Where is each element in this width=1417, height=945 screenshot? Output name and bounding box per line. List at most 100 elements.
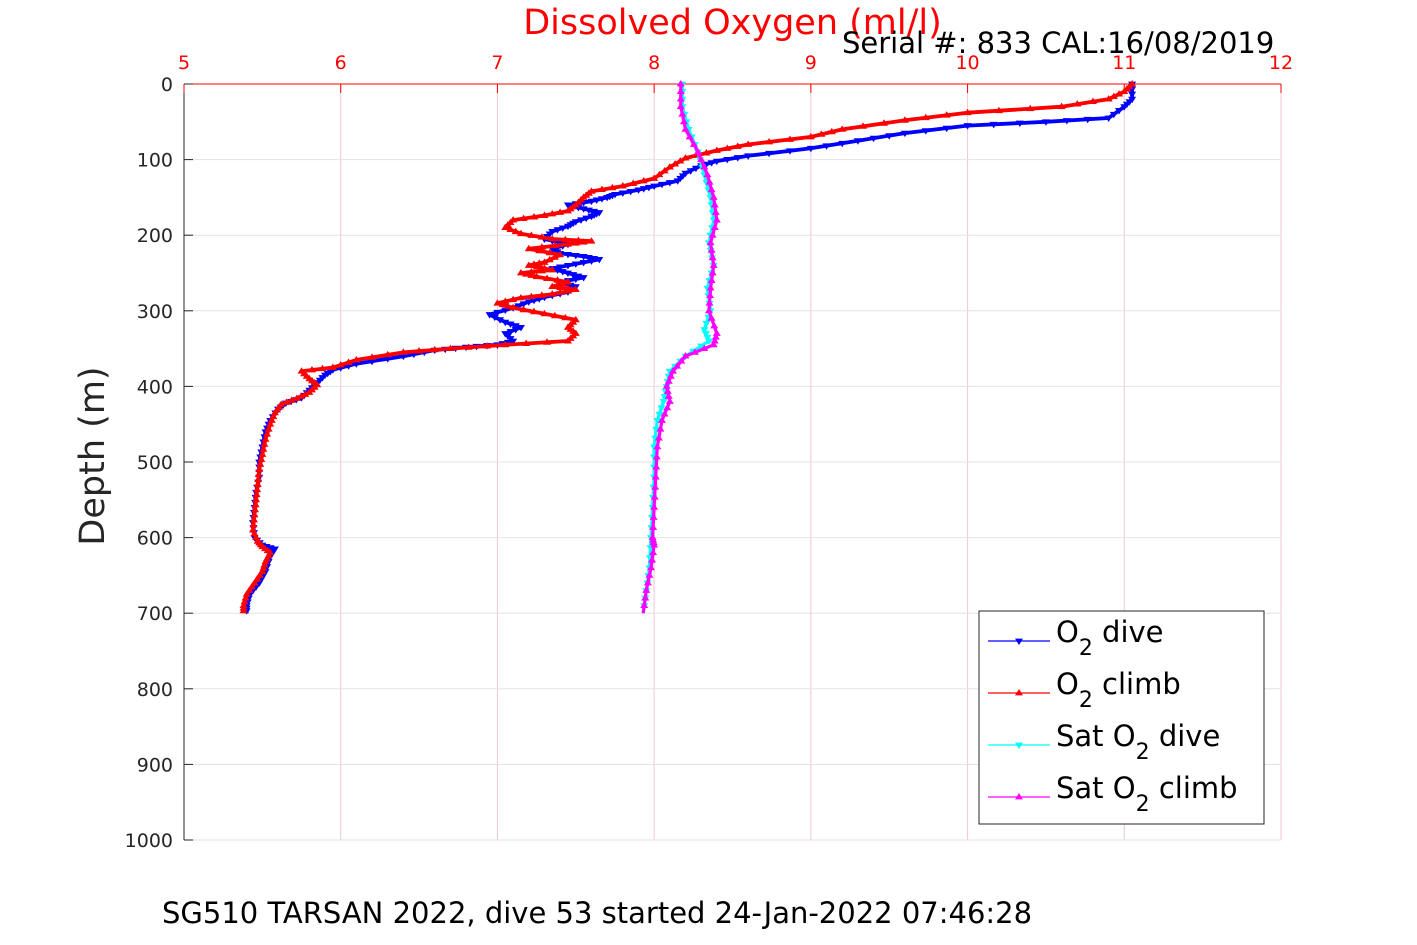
data-point-marker xyxy=(648,556,657,563)
data-point-marker xyxy=(921,128,930,135)
data-point-marker xyxy=(853,138,862,145)
data-point-marker xyxy=(629,179,638,186)
data-point-marker xyxy=(1120,87,1129,94)
data-point-marker xyxy=(253,480,262,488)
data-point-marker xyxy=(765,150,774,158)
y-tick-label: 100 xyxy=(137,150,173,172)
data-point-marker xyxy=(255,465,264,472)
data-point-marker xyxy=(676,102,685,110)
data-point-marker xyxy=(553,227,562,234)
data-point-marker xyxy=(501,319,510,327)
data-point-marker xyxy=(689,140,698,147)
dive-caption: SG510 TARSAN 2022, dive 53 started 24-Ja… xyxy=(162,896,1033,930)
data-point-marker xyxy=(723,156,732,164)
data-point-marker xyxy=(686,168,695,175)
data-point-marker xyxy=(516,325,525,332)
data-point-marker xyxy=(482,342,491,349)
data-point-marker xyxy=(703,334,712,342)
data-point-marker xyxy=(548,234,557,242)
data-point-marker xyxy=(556,288,565,296)
data-point-marker xyxy=(963,123,972,130)
legend-item: O2 climb xyxy=(988,667,1181,713)
data-point-marker xyxy=(608,183,617,191)
data-point-marker xyxy=(579,275,588,282)
data-point-marker xyxy=(706,291,715,299)
data-point-marker xyxy=(490,314,499,322)
legend-item: Sat O2 climb xyxy=(988,771,1238,817)
data-point-marker xyxy=(660,410,669,417)
data-point-marker xyxy=(1026,104,1035,112)
series-sat-o2-climb xyxy=(640,80,721,614)
data-point-marker xyxy=(368,353,377,360)
data-point-marker xyxy=(1015,638,1023,645)
data-point-marker xyxy=(587,237,596,244)
data-point-marker xyxy=(1057,102,1066,110)
data-point-marker xyxy=(649,538,658,546)
data-point-marker xyxy=(587,198,596,206)
data-point-marker xyxy=(657,181,666,189)
data-point-marker xyxy=(595,256,604,264)
data-point-marker xyxy=(587,258,596,265)
data-point-marker xyxy=(681,125,690,132)
data-point-marker xyxy=(654,434,663,441)
data-point-marker xyxy=(703,170,712,178)
data-point-marker xyxy=(527,271,536,278)
data-point-marker xyxy=(254,470,263,477)
data-point-marker xyxy=(650,493,659,500)
data-point-marker xyxy=(301,390,310,397)
data-point-marker xyxy=(415,347,424,354)
data-point-marker xyxy=(537,233,546,240)
data-point-marker xyxy=(744,140,753,147)
data-point-marker xyxy=(1128,91,1137,99)
y-tick-label: 900 xyxy=(137,754,173,776)
data-point-marker xyxy=(663,403,672,411)
data-point-marker xyxy=(563,287,572,294)
data-point-marker xyxy=(869,135,878,143)
data-point-marker xyxy=(711,208,720,215)
y-tick-label: 200 xyxy=(137,225,173,247)
data-point-marker xyxy=(527,231,536,238)
data-point-marker xyxy=(529,307,538,315)
data-point-marker xyxy=(501,223,510,231)
data-point-marker xyxy=(676,87,685,94)
data-point-marker xyxy=(257,455,266,462)
data-point-marker xyxy=(700,163,709,170)
data-point-marker xyxy=(655,411,664,419)
data-point-marker xyxy=(368,358,377,366)
y-tick-label: 800 xyxy=(137,679,173,701)
data-point-marker xyxy=(679,117,688,125)
data-point-marker xyxy=(690,348,699,355)
data-point-marker xyxy=(537,291,546,298)
data-point-marker xyxy=(261,557,270,565)
data-point-marker xyxy=(519,301,528,308)
data-point-marker xyxy=(1104,115,1113,123)
data-point-marker xyxy=(242,590,251,597)
data-point-marker xyxy=(656,425,665,432)
data-point-marker xyxy=(702,149,711,156)
data-point-marker xyxy=(556,283,565,291)
data-point-marker xyxy=(292,394,301,401)
data-point-marker xyxy=(287,396,296,403)
data-point-marker xyxy=(506,329,515,336)
data-point-marker xyxy=(649,523,658,530)
data-point-marker xyxy=(651,483,660,490)
data-point-marker xyxy=(640,601,649,609)
data-point-marker xyxy=(666,372,675,379)
data-point-marker xyxy=(681,352,690,359)
data-point-marker xyxy=(252,490,261,498)
data-point-marker xyxy=(700,344,709,351)
data-point-marker xyxy=(700,327,709,334)
data-point-marker xyxy=(540,309,549,317)
data-point-marker xyxy=(710,321,719,329)
data-point-marker xyxy=(506,321,515,328)
data-point-marker xyxy=(885,133,894,140)
data-point-marker xyxy=(685,132,694,140)
data-point-marker xyxy=(548,290,557,297)
x-tick-label: 8 xyxy=(648,52,660,74)
data-point-marker xyxy=(571,239,580,246)
data-point-marker xyxy=(651,473,660,480)
data-point-marker xyxy=(249,515,258,523)
data-point-marker xyxy=(1062,118,1071,125)
data-point-marker xyxy=(676,95,685,102)
data-point-marker xyxy=(655,170,664,178)
